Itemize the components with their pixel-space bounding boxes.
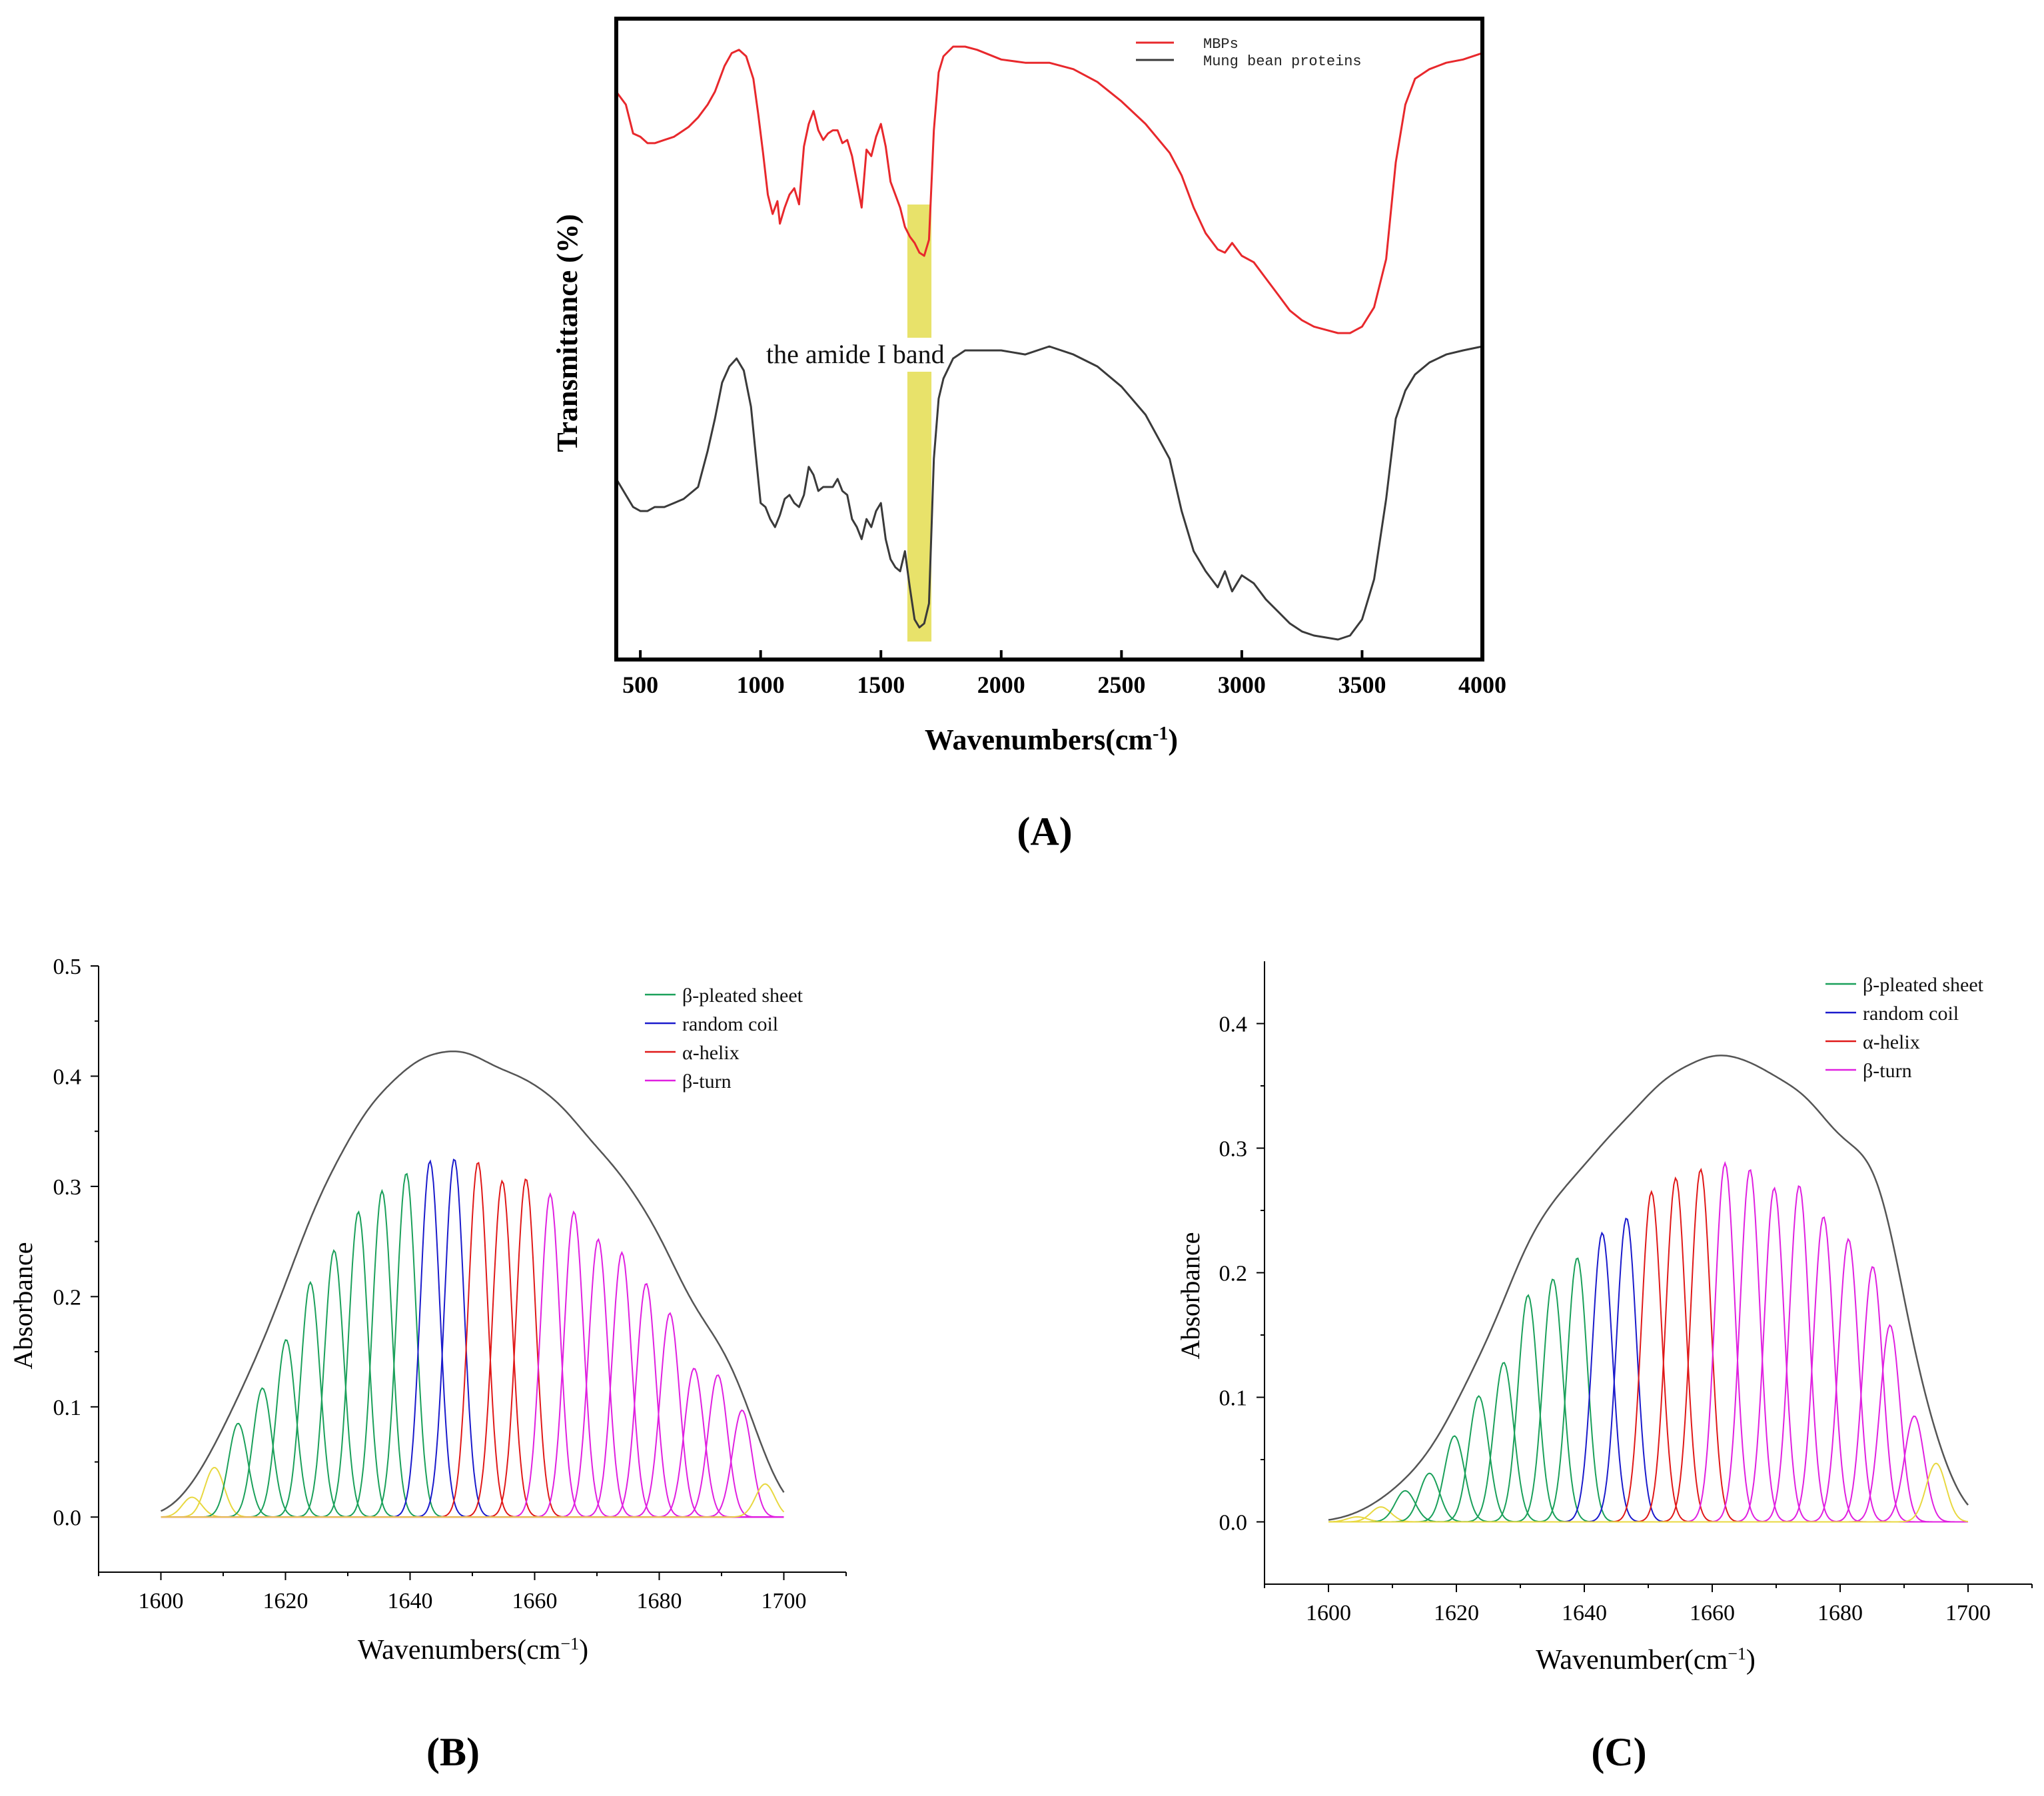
y-tick-label: 0.1 (1219, 1386, 1248, 1411)
peak-sheet (161, 1248, 784, 1518)
x-tick-label: 3000 (1218, 672, 1266, 698)
x-tick-label: 1600 (1306, 1601, 1351, 1625)
y-axis-label: Transmittance (%) (551, 214, 584, 452)
x-tick-label: 1700 (762, 1589, 807, 1613)
amide-annotation: the amide I band (766, 339, 945, 369)
peak-turn (1328, 1185, 1968, 1523)
peak-sheet (161, 1188, 784, 1518)
legend-label: β-pleated sheet (682, 985, 803, 1007)
x-tick-label: 3500 (1338, 672, 1386, 698)
peak-other (1328, 1462, 1969, 1523)
legend-label: β-turn (1863, 1060, 1912, 1082)
series-line-mung-bean-proteins (615, 345, 1483, 641)
peak-sheet (1328, 1294, 1968, 1523)
peak-turn (1328, 1160, 1968, 1523)
fitted-peaks (1328, 1160, 1969, 1523)
x-tick-label: 1680 (637, 1589, 682, 1613)
x-axis-ticks: 500 1000 1500 2000 2500 3000 3500 4000 (622, 650, 1506, 698)
y-tick-label: 0.0 (1219, 1511, 1248, 1536)
envelope-line (160, 1050, 785, 1512)
legend: MBPs Mung bean proteins (1136, 36, 1362, 70)
y-tick-label: 0.3 (53, 1175, 82, 1200)
panel-a: 500 1000 1500 2000 2500 3000 3500 4000 the amid… (551, 17, 1506, 853)
legend-label-mung-bean: Mung bean proteins (1203, 53, 1362, 70)
panel-label-b: (B) (426, 1730, 480, 1774)
x-tick-label: 1000 (737, 672, 785, 698)
x-tick-label: 2500 (1097, 672, 1145, 698)
y-tick-label: 0.2 (1219, 1262, 1248, 1286)
peak-turn (1328, 1186, 1968, 1523)
peak-turn (161, 1312, 784, 1518)
plot-frame (614, 17, 1484, 662)
axes: 0.0 0.1 0.2 0.3 0.4 0.5 1600 1620 1640 1660 1680 17… (53, 955, 847, 1613)
axes: 0.0 0.1 0.2 0.3 0.4 1600 1620 1640 1660 1680 1700 (1219, 961, 2033, 1625)
x-tick-label: 1500 (857, 672, 905, 698)
y-tick-label: 0.1 (53, 1396, 82, 1420)
peak-turn (1328, 1168, 1968, 1523)
x-tick-label: 1700 (1945, 1601, 1991, 1625)
y-tick-label: 0.2 (53, 1285, 82, 1310)
amide-band-highlight-upper (907, 205, 932, 338)
x-tick-label: 1640 (1562, 1601, 1607, 1625)
peak-turn (161, 1210, 784, 1518)
peak-sheet (161, 1422, 784, 1518)
y-tick-label: 0.5 (53, 955, 82, 979)
y-tick-label: 0.3 (1219, 1137, 1248, 1162)
series-line-mbps (615, 45, 1483, 334)
x-tick-label: 500 (622, 672, 658, 698)
y-tick-label: 0.4 (53, 1065, 82, 1089)
y-tick-label: 0.0 (53, 1506, 82, 1530)
peak-sheet (161, 1210, 784, 1518)
panel-b: 0.0 0.1 0.2 0.3 0.4 0.5 1600 1620 1640 1660 1680 17… (8, 955, 847, 1774)
x-tick-label: 1640 (388, 1589, 433, 1613)
legend-label: random coil (1863, 1003, 1959, 1025)
peak-coil (1328, 1217, 1968, 1523)
x-axis-label: Wavenumber(cm−1) (1536, 1644, 1756, 1676)
y-axis-label: Absorbance (1175, 1232, 1205, 1359)
x-tick-label: 1660 (512, 1589, 558, 1613)
spectra-lines (615, 45, 1483, 641)
legend-label-mbps: MBPs (1203, 36, 1239, 53)
peak-turn (161, 1250, 784, 1518)
panel-label-c: (C) (1591, 1730, 1646, 1774)
peak-helix (161, 1162, 784, 1518)
peak-sheet (161, 1280, 784, 1518)
envelope-line (1328, 1055, 1969, 1521)
peak-other (161, 1483, 785, 1518)
legend-label: random coil (682, 1013, 778, 1035)
peak-helix (1328, 1190, 1968, 1523)
legend: β-pleated sheet random coil α-helix β-turn (645, 985, 803, 1093)
legend-label: β-pleated sheet (1863, 974, 1984, 996)
x-tick-label: 1620 (1434, 1601, 1479, 1625)
legend-label: α-helix (1863, 1031, 1920, 1053)
peak-turn (1328, 1216, 1968, 1523)
peak-helix (1328, 1167, 1968, 1523)
peak-helix (161, 1179, 784, 1518)
y-axis-label: Absorbance (8, 1242, 38, 1369)
x-tick-label: 1600 (139, 1589, 184, 1613)
x-axis-label: Wavenumbers(cm−1) (358, 1634, 588, 1666)
x-tick-label: 1620 (263, 1589, 308, 1613)
peak-turn (161, 1282, 784, 1518)
panel-label-a: (A) (1017, 809, 1072, 853)
legend-label: β-turn (682, 1071, 732, 1093)
legend: β-pleated sheet random coil α-helix β-turn (1825, 974, 1984, 1082)
x-axis-label: Wavenumbers(cm-1) (925, 723, 1178, 757)
peak-helix (1328, 1176, 1968, 1523)
fitted-peaks (161, 1158, 785, 1518)
peak-turn (161, 1192, 784, 1518)
x-tick-label: 1680 (1817, 1601, 1863, 1625)
x-tick-label: 4000 (1458, 672, 1506, 698)
y-tick-label: 0.4 (1219, 1013, 1248, 1037)
x-tick-label: 2000 (977, 672, 1025, 698)
legend-label: α-helix (682, 1042, 740, 1064)
x-tick-label: 1660 (1690, 1601, 1735, 1625)
